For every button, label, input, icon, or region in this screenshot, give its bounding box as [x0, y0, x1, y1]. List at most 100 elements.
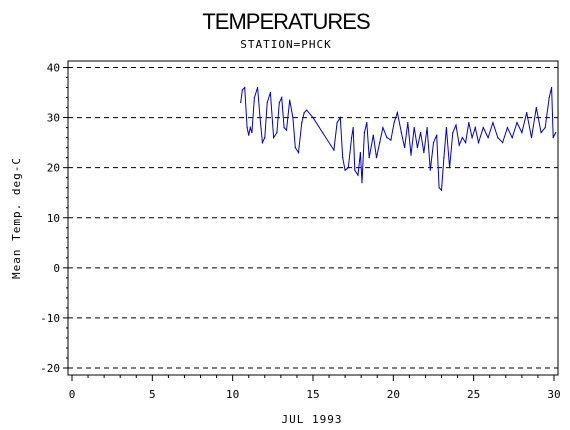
- data-point: [516, 121, 518, 124]
- data-point: [352, 127, 354, 129]
- data-point: [336, 121, 338, 124]
- data-point: [246, 127, 248, 129]
- x-axis-label: JUL 1993: [282, 413, 343, 426]
- x-tick-label: 10: [226, 388, 239, 401]
- y-tick-label: 10: [47, 212, 60, 225]
- data-point: [471, 137, 473, 139]
- data-point: [259, 116, 261, 119]
- data-point: [322, 132, 324, 134]
- data-point: [249, 127, 251, 129]
- data-point: [241, 89, 243, 91]
- data-point: [440, 189, 443, 191]
- data-point: [492, 121, 494, 124]
- data-point: [413, 127, 415, 129]
- data-point: [264, 137, 266, 139]
- data-point: [458, 144, 460, 146]
- y-tick-label: 0: [53, 262, 60, 275]
- data-point: [390, 139, 392, 141]
- data-point: [339, 116, 341, 119]
- data-point: [438, 187, 440, 189]
- data-point: [379, 142, 381, 144]
- data-point: [550, 86, 553, 89]
- data-point: [429, 169, 431, 171]
- data-point: [301, 121, 303, 124]
- data-point: [423, 152, 425, 154]
- data-point: [452, 132, 454, 134]
- data-point: [359, 152, 361, 154]
- data-point: [548, 96, 550, 99]
- data-point: [555, 132, 557, 134]
- data-point: [535, 106, 537, 109]
- data-point: [283, 127, 285, 129]
- data-point: [497, 137, 499, 139]
- data-point: [303, 111, 305, 114]
- data-point: [363, 132, 366, 134]
- data-point: [285, 129, 288, 131]
- data-point: [278, 101, 280, 104]
- data-point: [477, 142, 480, 144]
- data-point: [344, 169, 346, 171]
- data-point: [445, 127, 447, 129]
- data-point: [269, 91, 272, 94]
- data-point: [292, 116, 294, 119]
- data-point: [273, 137, 275, 139]
- data-point: [540, 132, 542, 134]
- data-point: [382, 127, 384, 129]
- data-point: [333, 149, 335, 151]
- series-line: [240, 86, 557, 192]
- data-point: [410, 154, 412, 156]
- data-point: [251, 132, 253, 134]
- data-point: [501, 142, 504, 144]
- data-point: [403, 147, 406, 149]
- data-point: [266, 101, 268, 104]
- data-point: [426, 127, 428, 129]
- chart-subtitle: STATION=PHCK: [240, 38, 331, 51]
- data-point: [468, 121, 470, 124]
- data-point: [393, 121, 395, 124]
- x-tick-label: 5: [149, 388, 156, 401]
- data-point: [530, 137, 533, 139]
- x-tick-label: 15: [306, 388, 319, 401]
- data-point: [361, 182, 363, 184]
- data-point: [455, 124, 457, 126]
- data-point: [511, 137, 513, 139]
- data-point: [461, 137, 464, 139]
- gridlines: [68, 67, 558, 369]
- data-point: [521, 132, 523, 134]
- data-point: [261, 142, 263, 144]
- x-tick-label: 25: [467, 388, 480, 401]
- data-point: [407, 121, 409, 124]
- data-point: [396, 111, 398, 114]
- data-point: [465, 142, 467, 144]
- data-point: [372, 134, 374, 136]
- data-point: [506, 127, 509, 129]
- data-point: [240, 101, 242, 104]
- data-point: [544, 127, 546, 129]
- y-tick-label: -20: [40, 362, 60, 375]
- data-point: [487, 137, 489, 139]
- y-tick-label: -10: [40, 312, 60, 325]
- data-point: [256, 86, 259, 89]
- data-point: [366, 121, 368, 124]
- data-point: [436, 134, 438, 136]
- data-point: [357, 174, 359, 176]
- data-point: [386, 137, 388, 139]
- data-point: [368, 157, 370, 159]
- data-point: [474, 127, 476, 129]
- data-point: [420, 132, 422, 134]
- chart-title: TEMPERATURES: [202, 9, 370, 34]
- data-point: [375, 157, 378, 159]
- data-point: [312, 116, 314, 119]
- y-tick-label: 30: [47, 112, 60, 125]
- data-point: [552, 137, 554, 139]
- data-point: [350, 137, 353, 139]
- data-point: [253, 96, 255, 99]
- data-point: [416, 147, 419, 149]
- data-point: [305, 109, 308, 111]
- data-point: [248, 134, 250, 136]
- data-point: [432, 142, 435, 144]
- x-tick-label: 30: [547, 388, 560, 401]
- data-point: [448, 167, 451, 169]
- series-group: [240, 86, 557, 192]
